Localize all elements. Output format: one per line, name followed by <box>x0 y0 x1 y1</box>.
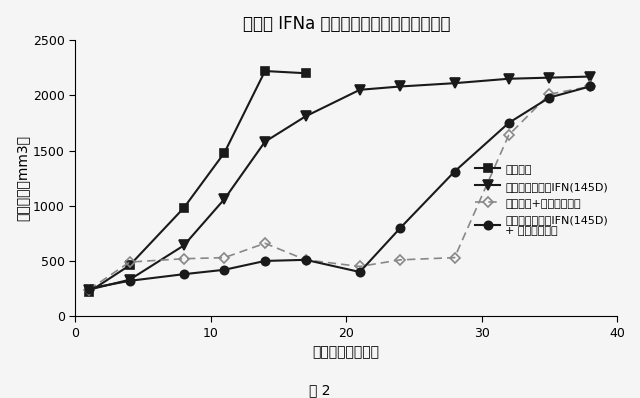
アイソタイプ・IFN(145D) <box>221 197 228 201</box>
ビヒクル+レナリドミド <box>180 256 188 261</box>
ビヒクル+レナリドミド <box>261 241 269 246</box>
アイソタイプ・IFN(145D) <box>397 84 404 89</box>
ビヒクル+レナリドミド <box>126 259 134 264</box>
アイソタイプ・IFN(145D)
+ レナリドミド <box>261 259 269 263</box>
X-axis label: 処置開始後の日数: 処置開始後の日数 <box>313 345 380 359</box>
アイソタイプ・IFN(145D) <box>451 81 458 86</box>
Y-axis label: 腫瘍体積（mm3）: 腫瘍体積（mm3） <box>15 135 29 221</box>
ビヒクル <box>302 71 310 76</box>
アイソタイプ・IFN(145D)
+ レナリドミド <box>545 95 553 100</box>
アイソタイプ・IFN(145D)
+ レナリドミド <box>126 279 134 283</box>
Line: アイソタイプ・IFN(145D)
+ レナリドミド: アイソタイプ・IFN(145D) + レナリドミド <box>85 82 594 293</box>
ビヒクル+レナリドミド <box>586 84 594 89</box>
ビヒクル <box>221 150 228 155</box>
Line: アイソタイプ・IFN(145D): アイソタイプ・IFN(145D) <box>84 72 595 295</box>
アイソタイプ・IFN(145D) <box>586 74 594 79</box>
アイソタイプ・IFN(145D) <box>505 76 513 81</box>
アイソタイプ・IFN(145D) <box>356 88 364 92</box>
Title: 減弱化 IFNa と組み合わせたレナリドミド: 減弱化 IFNa と組み合わせたレナリドミド <box>243 15 450 33</box>
アイソタイプ・IFN(145D)
+ レナリドミド <box>85 286 93 291</box>
アイソタイプ・IFN(145D)
+ レナリドミド <box>451 169 458 174</box>
アイソタイプ・IFN(145D)
+ レナリドミド <box>505 121 513 125</box>
Line: ビヒクル+レナリドミド: ビヒクル+レナリドミド <box>86 83 593 293</box>
アイソタイプ・IFN(145D) <box>180 243 188 248</box>
アイソタイプ・IFN(145D) <box>302 114 310 119</box>
アイソタイプ・IFN(145D)
+ レナリドミド <box>397 225 404 230</box>
ビヒクル+レナリドミド <box>505 133 513 137</box>
アイソタイプ・IFN(145D)
+ レナリドミド <box>180 272 188 277</box>
ビヒクル+レナリドミド <box>545 92 553 97</box>
Legend: ビヒクル, アイソタイプ・IFN(145D), ビヒクル+レナリドミド, アイソタイプ・IFN(145D)
+ レナリドミド: ビヒクル, アイソタイプ・IFN(145D), ビヒクル+レナリドミド, アイソ… <box>472 161 611 240</box>
ビヒクル <box>180 205 188 210</box>
ビヒクル <box>126 263 134 268</box>
アイソタイプ・IFN(145D) <box>261 139 269 144</box>
アイソタイプ・IFN(145D)
+ レナリドミド <box>586 84 594 89</box>
ビヒクル+レナリドミド <box>356 264 364 269</box>
ビヒクル+レナリドミド <box>302 258 310 262</box>
アイソタイプ・IFN(145D) <box>545 75 553 80</box>
ビヒクル+レナリドミド <box>397 258 404 262</box>
ビヒクル+レナリドミド <box>221 255 228 260</box>
ビヒクル <box>261 68 269 73</box>
Text: 図 2: 図 2 <box>309 383 331 397</box>
アイソタイプ・IFN(145D) <box>126 277 134 282</box>
ビヒクル+レナリドミド <box>451 255 458 260</box>
ビヒクル <box>85 289 93 294</box>
ビヒクル+レナリドミド <box>85 287 93 292</box>
アイソタイプ・IFN(145D) <box>85 287 93 292</box>
アイソタイプ・IFN(145D)
+ レナリドミド <box>221 267 228 272</box>
Line: ビヒクル: ビヒクル <box>85 67 310 296</box>
アイソタイプ・IFN(145D)
+ レナリドミド <box>302 258 310 262</box>
アイソタイプ・IFN(145D)
+ レナリドミド <box>356 269 364 274</box>
